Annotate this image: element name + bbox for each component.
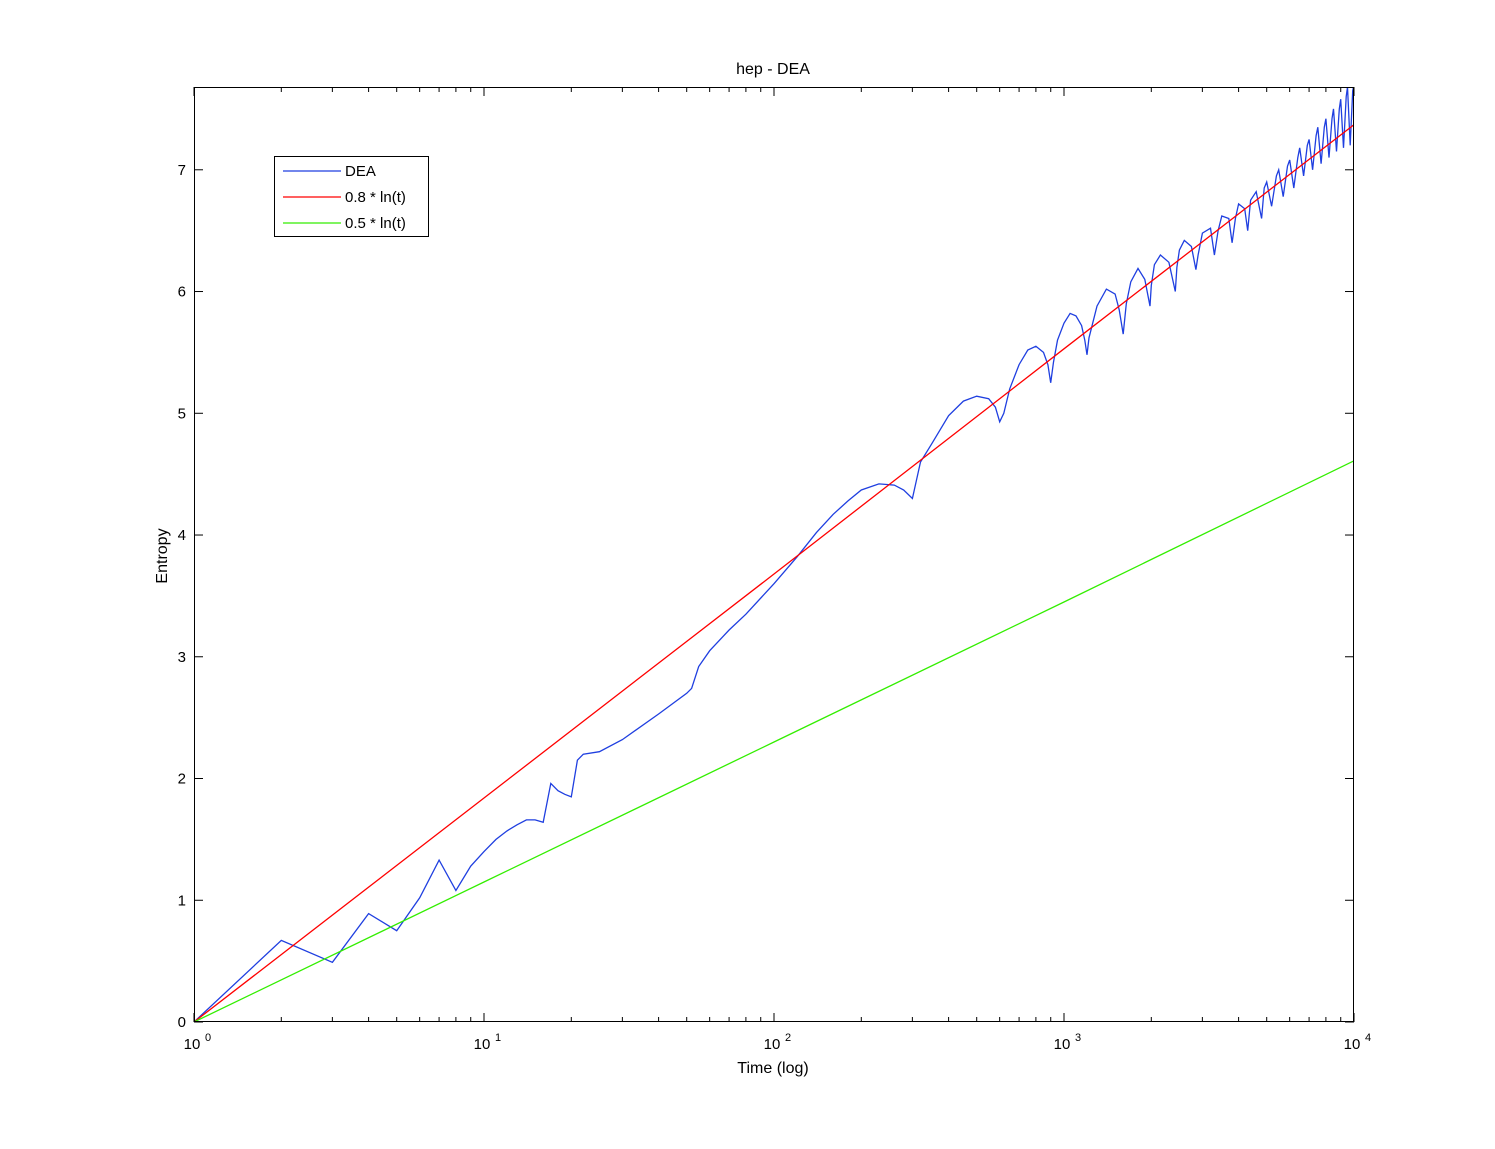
x-tick-label: 10 — [764, 1036, 781, 1053]
series-layer — [194, 87, 1354, 1022]
y-tick-label: 1 — [178, 892, 186, 909]
legend-label-1: 0.8 * ln(t) — [345, 189, 406, 206]
x-tick-exponent: 4 — [1365, 1032, 1371, 1044]
legend-label-2: 0.5 * ln(t) — [345, 215, 406, 232]
series-line-2 — [194, 460, 1354, 1022]
chart-title: hep - DEA — [736, 61, 810, 78]
x-tick-label: 10 — [1344, 1036, 1361, 1053]
y-tick-label: 4 — [178, 527, 186, 544]
x-tick-label: 10 — [474, 1036, 491, 1053]
legend: DEA 0.8 * ln(t) 0.5 * ln(t) — [274, 156, 429, 237]
x-tick-exponent: 3 — [1075, 1032, 1081, 1044]
y-tick-label: 5 — [178, 405, 186, 422]
x-axis-label: Time (log) — [737, 1060, 808, 1077]
x-tick-exponent: 0 — [205, 1032, 211, 1044]
ticks-layer: 0 1 2 3 4 5 6 7 10 0 10 1 10 2 10 3 10 4 — [178, 87, 1371, 1053]
series-line-0 — [194, 87, 1354, 1022]
y-tick-label: 0 — [178, 1014, 186, 1031]
x-tick-label: 10 — [1054, 1036, 1071, 1053]
legend-label-0: DEA — [345, 163, 376, 180]
y-tick-label: 2 — [178, 771, 186, 788]
x-tick-exponent: 1 — [495, 1032, 501, 1044]
y-tick-label: 7 — [178, 162, 186, 179]
y-tick-label: 3 — [178, 649, 186, 666]
x-tick-exponent: 2 — [785, 1032, 791, 1044]
x-tick-label: 10 — [184, 1036, 201, 1053]
y-axis-label: Entropy — [154, 528, 171, 583]
series-line-1 — [194, 124, 1354, 1022]
y-tick-label: 6 — [178, 284, 186, 301]
